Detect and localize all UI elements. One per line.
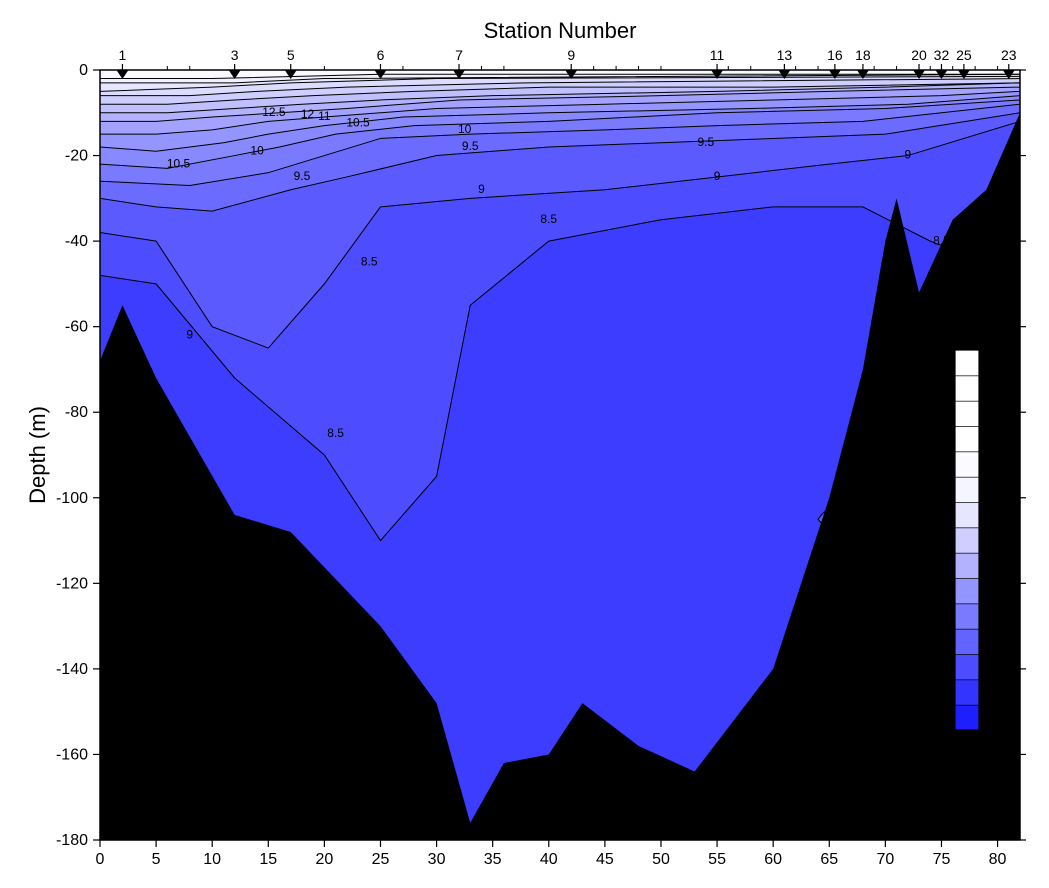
svg-text:11: 11 bbox=[318, 109, 331, 123]
svg-text:25: 25 bbox=[956, 47, 972, 63]
svg-text:-40: -40 bbox=[65, 233, 88, 250]
svg-text:10.5: 10.5 bbox=[167, 156, 191, 170]
svg-text:9: 9 bbox=[904, 148, 911, 162]
svg-text:13: 13 bbox=[986, 532, 1000, 547]
svg-text:0: 0 bbox=[79, 62, 88, 79]
svg-text:25: 25 bbox=[372, 851, 390, 868]
svg-text:10: 10 bbox=[250, 143, 264, 157]
svg-text:3: 3 bbox=[231, 47, 239, 63]
svg-text:20: 20 bbox=[911, 47, 927, 63]
svg-text:6: 6 bbox=[377, 47, 385, 63]
svg-text:13: 13 bbox=[777, 47, 793, 63]
chart-container: 10.51012.5121110.59.5109.598.598.58.59.5… bbox=[20, 20, 1029, 868]
svg-text:10: 10 bbox=[458, 122, 472, 136]
svg-text:-20: -20 bbox=[65, 148, 88, 165]
svg-text:8.5: 8.5 bbox=[843, 511, 860, 525]
svg-text:11: 11 bbox=[986, 586, 1000, 601]
svg-text:7: 7 bbox=[455, 47, 463, 63]
svg-text:Depth (m): Depth (m) bbox=[25, 406, 50, 504]
svg-text:9: 9 bbox=[186, 327, 193, 341]
svg-text:14: 14 bbox=[986, 505, 1000, 520]
svg-text:6: 6 bbox=[986, 722, 993, 737]
svg-text:8: 8 bbox=[986, 668, 993, 683]
svg-text:19: 19 bbox=[986, 369, 1000, 384]
svg-text:12: 12 bbox=[986, 559, 1000, 574]
svg-text:Station Number: Station Number bbox=[484, 20, 637, 43]
svg-text:50: 50 bbox=[652, 851, 670, 868]
svg-text:30: 30 bbox=[428, 851, 446, 868]
svg-text:70: 70 bbox=[876, 851, 894, 868]
svg-text:9: 9 bbox=[567, 47, 575, 63]
cross-section-chart: 10.51012.5121110.59.5109.598.598.58.59.5… bbox=[20, 20, 1029, 868]
svg-text:-60: -60 bbox=[65, 319, 88, 336]
svg-text:9: 9 bbox=[986, 641, 993, 656]
svg-text:18: 18 bbox=[986, 396, 1000, 411]
svg-text:8.5: 8.5 bbox=[933, 233, 950, 247]
svg-text:9.5: 9.5 bbox=[698, 135, 715, 149]
svg-text:75: 75 bbox=[933, 851, 951, 868]
svg-text:8.5: 8.5 bbox=[361, 255, 378, 269]
svg-text:9.5: 9.5 bbox=[462, 139, 479, 153]
svg-text:16: 16 bbox=[986, 451, 1000, 466]
svg-text:7: 7 bbox=[986, 695, 993, 710]
svg-text:11: 11 bbox=[710, 47, 725, 63]
svg-text:12.5: 12.5 bbox=[262, 105, 286, 119]
svg-text:1: 1 bbox=[119, 47, 127, 63]
svg-text:10: 10 bbox=[203, 851, 221, 868]
svg-text:5: 5 bbox=[152, 851, 161, 868]
svg-text:-160: -160 bbox=[56, 746, 88, 763]
svg-text:-120: -120 bbox=[56, 575, 88, 592]
svg-text:55: 55 bbox=[708, 851, 726, 868]
svg-text:9: 9 bbox=[714, 169, 721, 183]
svg-text:9.5: 9.5 bbox=[294, 169, 311, 183]
svg-text:16: 16 bbox=[827, 47, 843, 63]
svg-text:-100: -100 bbox=[56, 490, 88, 507]
svg-text:32: 32 bbox=[934, 47, 950, 63]
svg-text:15: 15 bbox=[986, 478, 1000, 493]
svg-text:-80: -80 bbox=[65, 404, 88, 421]
svg-text:20: 20 bbox=[986, 342, 1000, 357]
svg-text:-140: -140 bbox=[56, 661, 88, 678]
svg-text:18: 18 bbox=[855, 47, 871, 63]
svg-text:0: 0 bbox=[96, 851, 105, 868]
svg-text:20: 20 bbox=[315, 851, 333, 868]
svg-text:80: 80 bbox=[989, 851, 1007, 868]
svg-text:12: 12 bbox=[301, 107, 315, 121]
svg-text:40: 40 bbox=[540, 851, 558, 868]
svg-text:9: 9 bbox=[478, 182, 485, 196]
svg-text:17: 17 bbox=[986, 423, 1000, 438]
svg-text:60: 60 bbox=[764, 851, 782, 868]
svg-text:23: 23 bbox=[1001, 47, 1017, 63]
svg-text:5: 5 bbox=[287, 47, 295, 63]
svg-text:10.5: 10.5 bbox=[346, 116, 370, 130]
svg-text:-180: -180 bbox=[56, 832, 88, 849]
svg-text:8.5: 8.5 bbox=[327, 426, 344, 440]
svg-text:10: 10 bbox=[986, 613, 1000, 628]
svg-text:45: 45 bbox=[596, 851, 614, 868]
svg-text:15: 15 bbox=[259, 851, 277, 868]
svg-text:8.5: 8.5 bbox=[540, 212, 557, 226]
svg-text:65: 65 bbox=[820, 851, 838, 868]
svg-text:35: 35 bbox=[484, 851, 502, 868]
